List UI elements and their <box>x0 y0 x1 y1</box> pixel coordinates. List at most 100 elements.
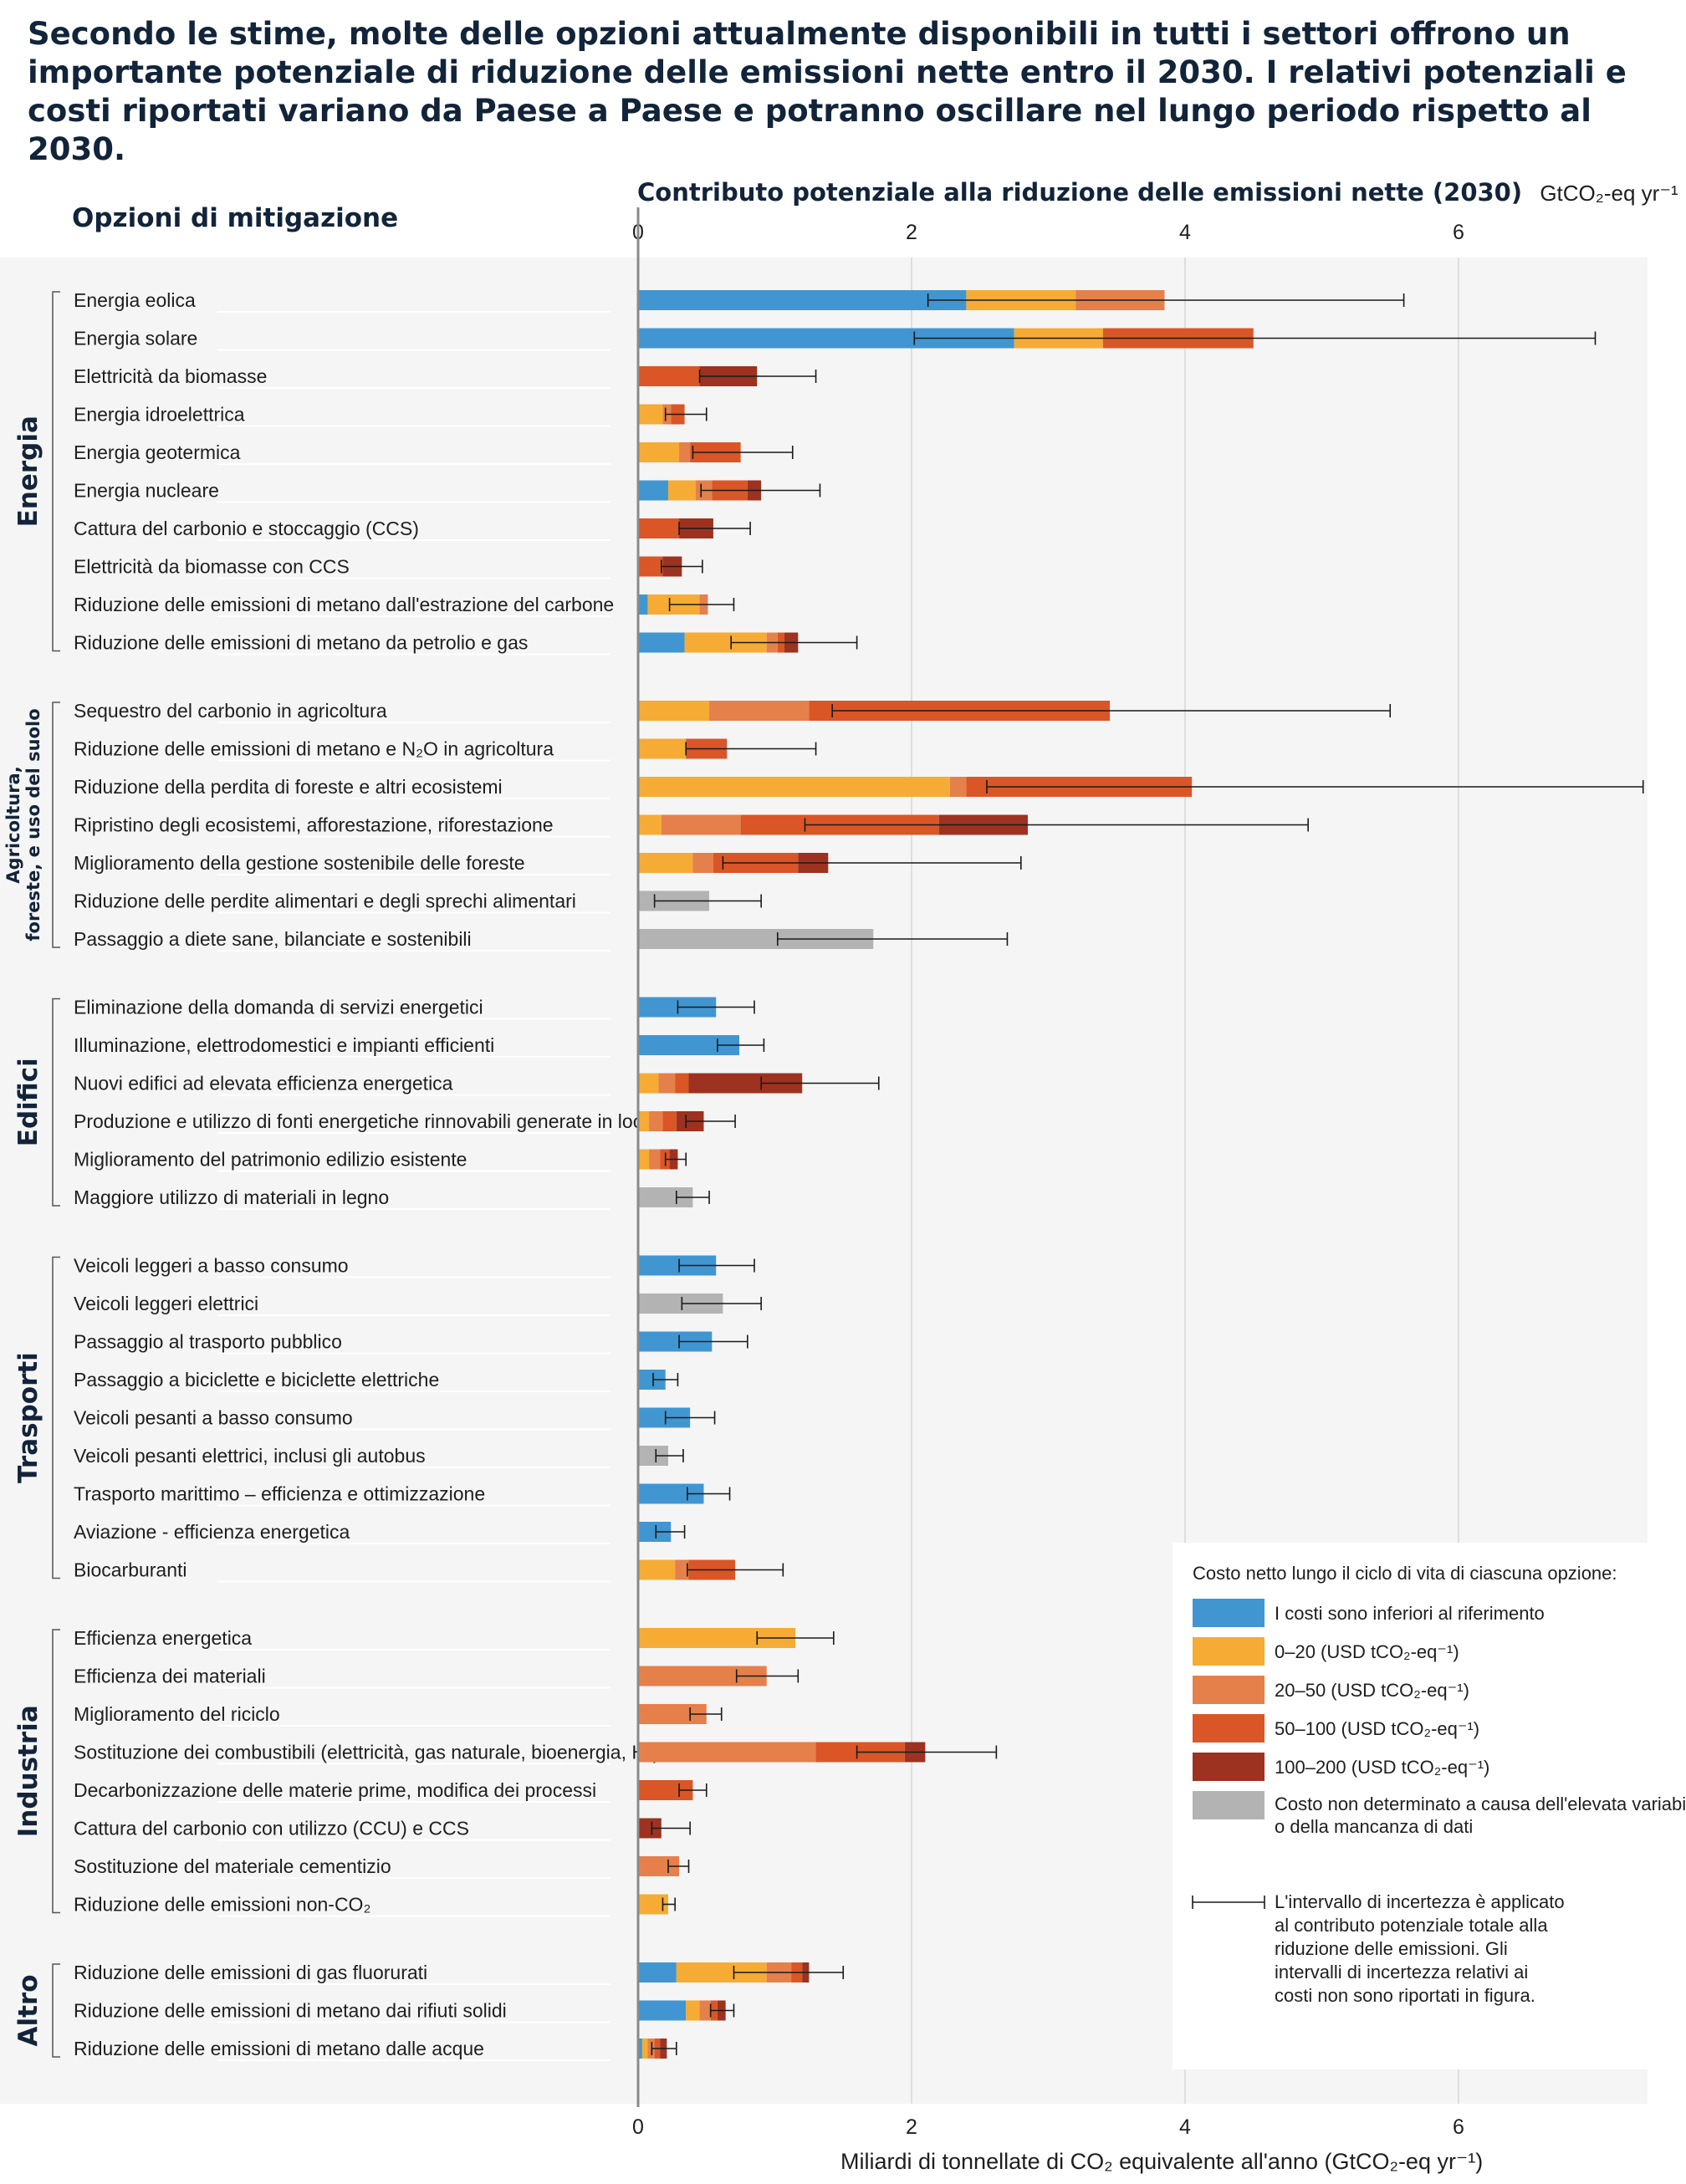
option-row: Passaggio a biciclette e biciclette elet… <box>74 1369 679 1392</box>
sector-group: Energia <box>13 291 60 652</box>
option-label: Nuovi edifici ad elevata efficienza ener… <box>74 1073 453 1095</box>
bar-segment <box>638 1111 650 1131</box>
option-label: Illuminazione, elettrodomestici e impian… <box>74 1034 494 1056</box>
option-row: Sostituzione del materiale cementizio <box>74 1855 690 1879</box>
bar-segment <box>638 404 663 425</box>
bar-segment <box>638 290 967 310</box>
option-label: Riduzione delle emissioni non-CO₂ <box>74 1894 370 1916</box>
bar-segment <box>638 518 680 538</box>
bar-segment <box>675 1073 689 1094</box>
bar-segment <box>638 1073 659 1094</box>
option-row: Ripristino degli ecosistemi, afforestazi… <box>74 814 1309 838</box>
sector-label: Trasporti <box>13 1352 43 1483</box>
option-label: Miglioramento del riciclo <box>74 1703 280 1725</box>
option-label: Cattura del carbonio e stoccaggio (CCS) <box>74 518 419 539</box>
bottom-tick-label: 6 <box>1453 2115 1464 2139</box>
legend-label: 50–100 (USD tCO₂-eq⁻¹) <box>1275 1718 1479 1739</box>
legend: Costo netto lungo il ciclo di vita di ci… <box>1173 1543 1686 2069</box>
bar-segment <box>658 1073 676 1094</box>
bar-segment <box>699 2000 711 2021</box>
bar-segment <box>638 2000 687 2021</box>
option-label: Trasporto marittimo – efficienza e ottim… <box>74 1483 485 1505</box>
option-row: Nuovi edifici ad elevata efficienza ener… <box>74 1073 880 1096</box>
option-label: Veicoli leggeri elettrici <box>74 1293 258 1314</box>
legend-swatch <box>1193 1791 1264 1819</box>
option-label: Passaggio a biciclette e biciclette elet… <box>74 1369 439 1391</box>
top-tick-label: 2 <box>906 221 917 244</box>
option-row: Sostituzione dei combustibili (elettrici… <box>74 1742 998 1765</box>
bottom-tick-label: 0 <box>632 2115 644 2139</box>
bar-segment <box>647 2039 655 2059</box>
sector-bracket <box>52 1963 60 2058</box>
sector-label-line: Agricoltura, <box>3 766 23 883</box>
option-row: Cattura del carbonio con utilizzo (CCU) … <box>74 1818 691 1841</box>
bottom-tick-label: 2 <box>906 2115 917 2139</box>
legend-label: I costi sono inferiori al riferimento <box>1275 1603 1545 1624</box>
option-row: Riduzione delle emissioni di metano e N₂… <box>74 738 817 762</box>
bar-segment <box>638 1149 650 1170</box>
bar-segment <box>709 701 810 721</box>
option-label: Riduzione delle perdite alimentari e deg… <box>74 890 576 912</box>
legend-note-line: riduzione delle emissioni. Gli <box>1275 1938 1508 1959</box>
bar-segment <box>638 480 668 501</box>
option-row: Energia eolica <box>74 289 1405 313</box>
option-label: Decarbonizzazione delle materie prime, m… <box>74 1779 596 1801</box>
bar-segment <box>638 632 685 653</box>
option-label: Veicoli pesanti elettrici, inclusi gli a… <box>74 1445 426 1467</box>
option-row: Elettricità da biomasse <box>74 365 817 389</box>
legend-note-line: L'intervallo di incertezza è applicato <box>1275 1891 1565 1912</box>
bar-segment <box>649 1149 661 1170</box>
sector-group: Agricoltura,foreste, e uso del suolo <box>3 702 60 948</box>
bar-segment <box>949 777 967 797</box>
legend-note-line: costi non sono riportati in figura. <box>1275 1985 1535 2006</box>
option-label: Veicoli pesanti a basso consumo <box>74 1407 353 1429</box>
option-label: Produzione e utilizzo di fonti energetic… <box>74 1110 653 1132</box>
top-tick-label: 6 <box>1453 221 1464 244</box>
legend-label-line: Costo non determinato a causa dell'eleva… <box>1275 1794 1686 1814</box>
sector-bracket <box>52 291 60 652</box>
bar-segment <box>638 1742 816 1763</box>
option-label: Elettricità da biomasse con CCS <box>74 556 350 578</box>
option-label: Efficienza energetica <box>74 1627 252 1649</box>
option-row: Trasporto marittimo – efficienza e ottim… <box>74 1483 731 1507</box>
bar-segment <box>638 594 648 615</box>
option-row: Produzione e utilizzo di fonti energetic… <box>74 1110 736 1134</box>
option-row: Elettricità da biomasse con CCS <box>74 556 703 579</box>
sector-groups: Energia Agricoltura,foreste, e uso del su… <box>3 291 60 2058</box>
option-row: Riduzione delle emissioni di metano dai … <box>74 2000 735 2023</box>
legend-label: Costo non determinato a causa dell'eleva… <box>1275 1794 1686 1837</box>
bar-segment <box>638 1559 676 1580</box>
option-row: Biocarburanti <box>74 1559 784 1583</box>
option-row: Riduzione delle perdite alimentari e deg… <box>74 890 762 914</box>
legend-swatch <box>1193 1599 1264 1627</box>
bar-segment <box>638 853 693 873</box>
option-label: Elettricità da biomasse <box>74 365 267 387</box>
bar-segment <box>638 442 680 462</box>
option-row: Aviazione - efficienza energetica <box>74 1521 686 1544</box>
top-tick-label: 4 <box>1179 221 1191 244</box>
sector-bracket <box>52 1256 60 1579</box>
option-label: Riduzione delle emissioni di metano da p… <box>74 632 528 654</box>
option-row: Energia nucleare <box>74 480 821 503</box>
option-row: Illuminazione, elettrodomestici e impian… <box>74 1034 765 1058</box>
bar-segment <box>638 777 950 797</box>
sector-label: Edifici <box>13 1058 43 1146</box>
option-row: Passaggio al trasporto pubblico <box>74 1331 748 1355</box>
bar-segment <box>667 480 696 501</box>
option-label: Aviazione - efficienza energetica <box>74 1521 350 1543</box>
legend-note-line: al contributo potenziale totale alla <box>1275 1915 1548 1936</box>
bar-segment <box>679 442 691 462</box>
bar-segment <box>638 556 663 577</box>
bar-segment <box>638 366 700 386</box>
option-label: Maggiore utilizzo di materiali in legno <box>74 1186 389 1208</box>
legend-label: 20–50 (USD tCO₂-eq⁻¹) <box>1275 1680 1469 1701</box>
sector-bracket <box>52 702 60 948</box>
option-row: Veicoli pesanti elettrici, inclusi gli a… <box>74 1445 684 1468</box>
option-label: Passaggio a diete sane, bilanciate e sos… <box>74 928 472 950</box>
option-row: Veicoli pesanti a basso consumo <box>74 1407 716 1431</box>
legend-label: 0–20 (USD tCO₂-eq⁻¹) <box>1275 1641 1459 1662</box>
option-row: Veicoli leggeri elettrici <box>74 1293 762 1316</box>
option-row: Riduzione della perdita di foreste e alt… <box>74 776 1644 799</box>
sector-group: Trasporti <box>13 1256 60 1579</box>
